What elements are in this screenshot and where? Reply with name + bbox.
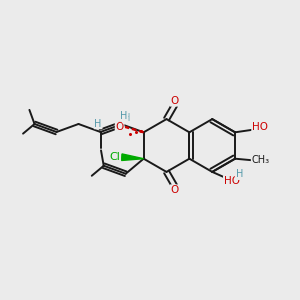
Text: HO: HO bbox=[224, 176, 240, 186]
Text: O: O bbox=[171, 185, 179, 195]
Text: CH₃: CH₃ bbox=[251, 155, 270, 165]
Text: O: O bbox=[116, 122, 124, 132]
Polygon shape bbox=[122, 154, 144, 160]
Text: H: H bbox=[120, 111, 128, 121]
Text: H: H bbox=[94, 118, 102, 129]
Text: H: H bbox=[236, 169, 243, 179]
Text: HO: HO bbox=[252, 122, 268, 133]
Text: O: O bbox=[171, 96, 179, 106]
Text: Cl: Cl bbox=[110, 152, 120, 162]
Text: H: H bbox=[123, 113, 130, 123]
